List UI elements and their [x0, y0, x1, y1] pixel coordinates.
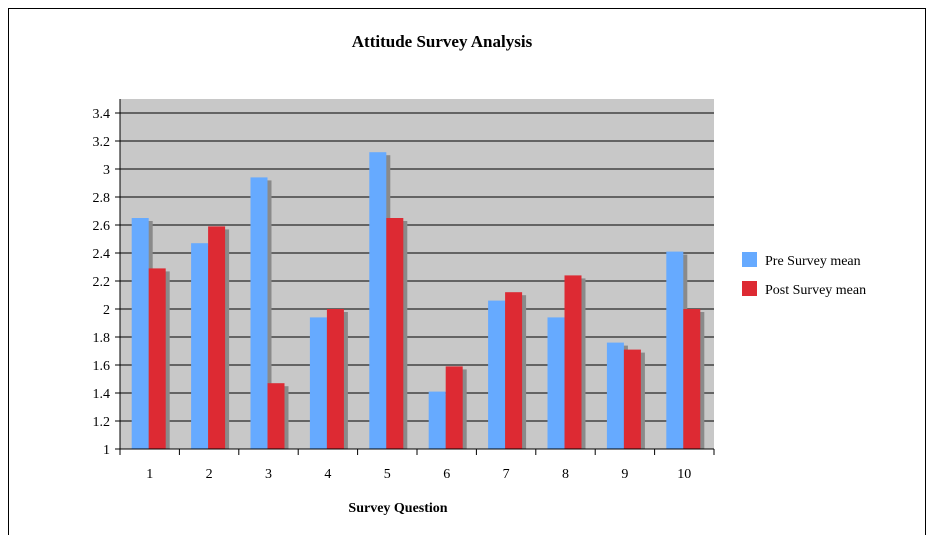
x-tick-label: 6 — [443, 467, 450, 482]
x-tick-label: 1 — [146, 467, 153, 482]
x-tick-label: 2 — [206, 467, 213, 482]
legend-swatch-post — [742, 281, 757, 296]
bar-pre-survey — [191, 243, 209, 449]
bar-pre-survey — [666, 251, 684, 449]
bar-post-survey — [683, 309, 701, 449]
y-tick-label: 2.6 — [93, 219, 111, 234]
bar-post-survey — [326, 309, 344, 449]
chart-title: Attitude Survey Analysis — [352, 32, 533, 51]
bar-pre-survey — [131, 218, 149, 449]
y-tick-label: 2 — [103, 303, 110, 318]
bar-post-survey — [267, 383, 285, 449]
x-tick-label: 9 — [621, 467, 628, 482]
y-tick-label: 1.4 — [93, 387, 111, 402]
x-ticks: 1 2 3 4 5 6 7 8 9 10 — [119, 449, 715, 482]
y-tick-label: 3.2 — [93, 135, 111, 150]
y-tick-label: 2.4 — [93, 247, 111, 262]
bar-pre-survey — [547, 317, 565, 449]
bar-post-survey — [445, 366, 463, 449]
y-tick-label: 1.6 — [93, 359, 111, 374]
x-tick-label: 4 — [324, 467, 331, 482]
y-tick-label: 2.8 — [93, 191, 111, 206]
x-tick-label: 5 — [384, 467, 391, 482]
bar-post-survey — [386, 218, 404, 449]
x-tick-label: 10 — [677, 467, 691, 482]
y-tick-label: 1.2 — [93, 415, 111, 430]
y-tick-label: 1.8 — [93, 331, 111, 346]
x-axis-title: Survey Question — [348, 501, 447, 516]
bar-pre-survey — [250, 177, 268, 449]
legend-swatch-pre — [742, 252, 757, 267]
legend: Pre Survey mean Post Survey mean — [742, 252, 866, 298]
bar-post-survey — [564, 275, 582, 449]
bar-post-survey — [148, 268, 166, 449]
x-tick-label: 8 — [562, 467, 569, 482]
y-tick-label: 1 — [103, 443, 110, 458]
bar-pre-survey — [309, 317, 327, 449]
x-tick-label: 7 — [503, 467, 510, 482]
bar-post-survey — [505, 292, 523, 449]
y-tick-label: 2.2 — [93, 275, 111, 290]
bars — [131, 152, 705, 449]
legend-label-post: Post Survey mean — [765, 283, 866, 298]
bar-post-survey — [208, 226, 226, 449]
bar-pre-survey — [428, 391, 446, 449]
bar-post-survey — [623, 349, 641, 449]
bar-pre-survey — [488, 300, 506, 449]
legend-label-pre: Pre Survey mean — [765, 254, 861, 269]
bar-pre-survey — [606, 342, 624, 449]
y-tick-label: 3.4 — [93, 107, 111, 122]
chart-frame — [8, 8, 926, 535]
y-tick-label: 3 — [103, 163, 110, 178]
y-ticks: 1 1.2 1.4 1.6 1.8 2 2.2 2.4 2.6 2.8 3 3.2 3.4 — [93, 107, 120, 458]
x-tick-label: 3 — [265, 467, 272, 482]
bar-pre-survey — [369, 152, 387, 449]
